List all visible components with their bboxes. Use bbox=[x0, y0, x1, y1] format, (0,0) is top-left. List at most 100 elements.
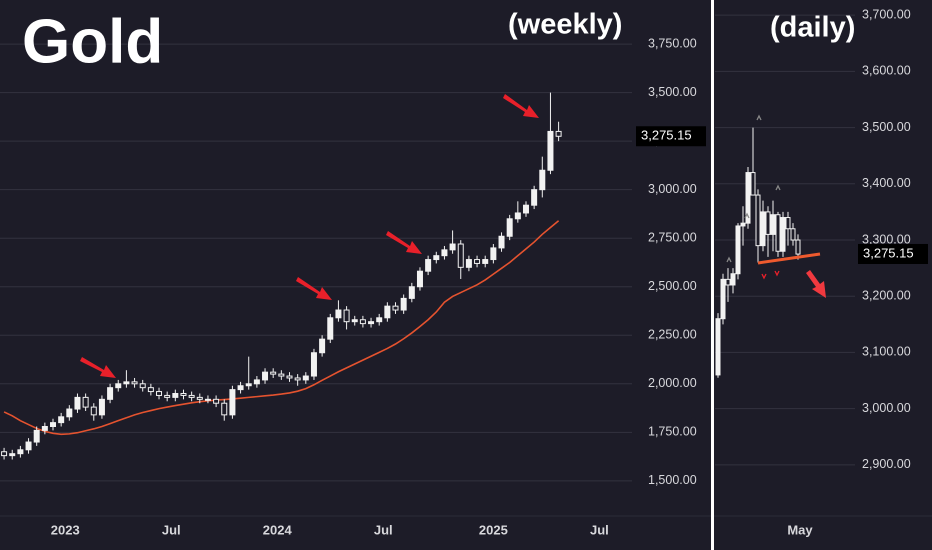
candle-body bbox=[123, 381, 130, 385]
candle-body bbox=[400, 297, 407, 311]
candle-body bbox=[725, 278, 731, 286]
candle-body bbox=[278, 373, 285, 377]
candle-body bbox=[547, 130, 554, 171]
candle-body bbox=[392, 305, 399, 311]
candle-body bbox=[156, 391, 163, 396]
candle-body bbox=[770, 214, 776, 235]
candle-body bbox=[539, 169, 546, 191]
caret bbox=[744, 212, 750, 219]
candle-body bbox=[9, 453, 16, 457]
y-tick-label: 3,000.00 bbox=[648, 182, 697, 196]
candle-body bbox=[408, 286, 415, 299]
candle-body bbox=[730, 273, 736, 286]
candle-body bbox=[522, 204, 529, 214]
chart-subtitle: (weekly) bbox=[508, 9, 622, 41]
chart-title: (daily) bbox=[770, 12, 855, 44]
y-tick-label: 2,500.00 bbox=[648, 279, 697, 293]
y-tick-label: 1,750.00 bbox=[648, 425, 697, 439]
y-tick-label: 1,500.00 bbox=[648, 473, 697, 487]
candle-body bbox=[474, 259, 481, 264]
candle-body bbox=[514, 212, 521, 220]
candle-body bbox=[765, 211, 771, 235]
y-tick-label: 2,000.00 bbox=[648, 376, 697, 390]
y-tick-label: 3,300.00 bbox=[862, 232, 911, 246]
candle-body bbox=[229, 389, 236, 416]
candle-body bbox=[213, 398, 220, 404]
candle-body bbox=[172, 393, 179, 398]
candle-body bbox=[310, 352, 317, 377]
arrow bbox=[80, 357, 116, 378]
candle-body bbox=[237, 385, 244, 391]
candle-body bbox=[196, 396, 203, 400]
candle-body bbox=[750, 172, 756, 196]
price-tag bbox=[858, 243, 928, 264]
candle-body bbox=[506, 218, 513, 237]
candle-body bbox=[50, 422, 57, 428]
y-tick-label: 3,400.00 bbox=[862, 176, 911, 190]
candle-body bbox=[294, 377, 301, 381]
candle-body bbox=[795, 239, 801, 255]
candle-body bbox=[270, 371, 277, 375]
candle-body bbox=[253, 379, 260, 385]
caret bbox=[775, 184, 781, 191]
plot-layer: 1,500.00 1,750.00 2,000.00 2,250.00 2,500.00… bbox=[0, 7, 928, 537]
y-tick-label: 3,000.00 bbox=[862, 401, 911, 415]
candle-body bbox=[465, 259, 472, 268]
y-tick-label: 3,200.00 bbox=[862, 289, 911, 303]
candle-body bbox=[302, 375, 309, 381]
candle-body bbox=[204, 398, 211, 401]
candle-body bbox=[82, 396, 89, 408]
candle-body bbox=[319, 338, 326, 354]
arrow bbox=[503, 94, 539, 118]
y-tick-label: 3,100.00 bbox=[862, 345, 911, 359]
y-tick-label: 2,750.00 bbox=[648, 230, 697, 244]
candle-body bbox=[760, 211, 766, 247]
y-tick-label: 3,700.00 bbox=[862, 7, 911, 21]
y-tick-label: 2,900.00 bbox=[862, 457, 911, 471]
candle-body bbox=[368, 321, 375, 325]
candle-body bbox=[115, 383, 122, 389]
candle-body bbox=[245, 383, 252, 387]
candle-body bbox=[425, 259, 432, 272]
caret bbox=[774, 270, 780, 277]
annotations bbox=[80, 94, 826, 378]
candle-body bbox=[1, 451, 8, 457]
candle-body bbox=[790, 228, 796, 241]
candle-body bbox=[17, 449, 24, 455]
price-tag-label: 3,275.15 bbox=[863, 245, 914, 260]
candle-body bbox=[335, 309, 342, 319]
candle-body bbox=[441, 249, 448, 257]
candle-body bbox=[66, 408, 73, 418]
candle-body bbox=[262, 371, 269, 381]
arrow bbox=[806, 270, 826, 298]
candle-body bbox=[286, 375, 293, 379]
candle-body bbox=[25, 441, 32, 451]
candle-body bbox=[180, 393, 187, 396]
candle-body bbox=[555, 130, 562, 137]
candle-body bbox=[131, 381, 138, 385]
candle-body bbox=[780, 217, 786, 252]
candle-body bbox=[221, 402, 228, 416]
price-tag bbox=[636, 126, 706, 147]
candle-body bbox=[139, 383, 146, 389]
candle-body bbox=[33, 429, 40, 443]
x-tick-label: Jul bbox=[374, 522, 393, 537]
x-tick-label: 2023 bbox=[51, 522, 80, 537]
x-tick-label: May bbox=[787, 522, 813, 537]
candle-body bbox=[482, 259, 489, 264]
carets bbox=[726, 114, 781, 280]
x-tick-label: Jul bbox=[162, 522, 181, 537]
y-tick-label: 3,500.00 bbox=[648, 85, 697, 99]
candle-body bbox=[715, 318, 721, 376]
caret bbox=[726, 256, 732, 263]
arrow bbox=[386, 231, 422, 254]
candle-body bbox=[58, 416, 65, 424]
panel-divider bbox=[711, 0, 714, 550]
caret bbox=[756, 114, 762, 121]
candle-body bbox=[359, 319, 366, 325]
candle-body bbox=[416, 270, 423, 288]
candle-body bbox=[745, 172, 751, 224]
candle-body bbox=[457, 243, 464, 268]
